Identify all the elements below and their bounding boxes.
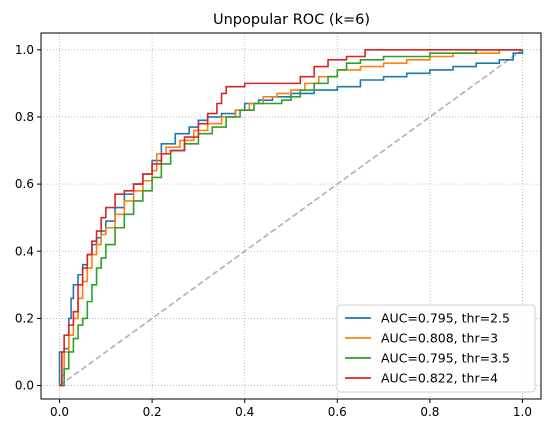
- chart-title: Unpopular ROC (k=6): [213, 12, 370, 28]
- legend-box: [336, 304, 536, 393]
- x-tick-label: 0.6: [328, 405, 347, 419]
- y-tick-label: 0.4: [15, 244, 34, 258]
- series-lines: [58, 48, 524, 387]
- x-tick-label: 0.8: [420, 405, 439, 419]
- plot-area-frame: [40, 32, 542, 400]
- series-line-1: [58, 49, 524, 386]
- diagonal-line: [59, 49, 523, 387]
- y-tick-label: 0.0: [15, 379, 34, 393]
- axis-ticks: 0.0 0.2 0.4 0.6 0.8 1.0 0.0 0.2 0.4 0.6 0.8 1.0: [15, 43, 532, 419]
- grid: [41, 33, 541, 399]
- legend-label-1: AUC=0.795, thr=2.5: [381, 311, 510, 326]
- legend-label-2: AUC=0.808, thr=3: [381, 331, 498, 346]
- x-tick-label: 0.0: [50, 405, 69, 419]
- y-tick-label: 0.2: [15, 311, 34, 325]
- x-tick-label: 0.4: [235, 405, 254, 419]
- x-tick-label: 1.0: [513, 405, 532, 419]
- legend: AUC=0.795, thr=2.5 AUC=0.808, thr=3 AUC=0.…: [336, 304, 536, 393]
- y-tick-label: 0.8: [15, 110, 34, 124]
- series-line-4: [59, 48, 523, 387]
- series-line-3: [59, 48, 523, 387]
- series-line-2: [59, 48, 523, 387]
- x-tick-label: 0.2: [143, 405, 162, 419]
- diagonal-reference-line: [59, 49, 523, 387]
- y-tick-label: 0.6: [15, 177, 34, 191]
- y-tick-label: 1.0: [15, 43, 34, 57]
- legend-label-4: AUC=0.822, thr=4: [381, 371, 498, 386]
- legend-label-3: AUC=0.795, thr=3.5: [381, 351, 510, 366]
